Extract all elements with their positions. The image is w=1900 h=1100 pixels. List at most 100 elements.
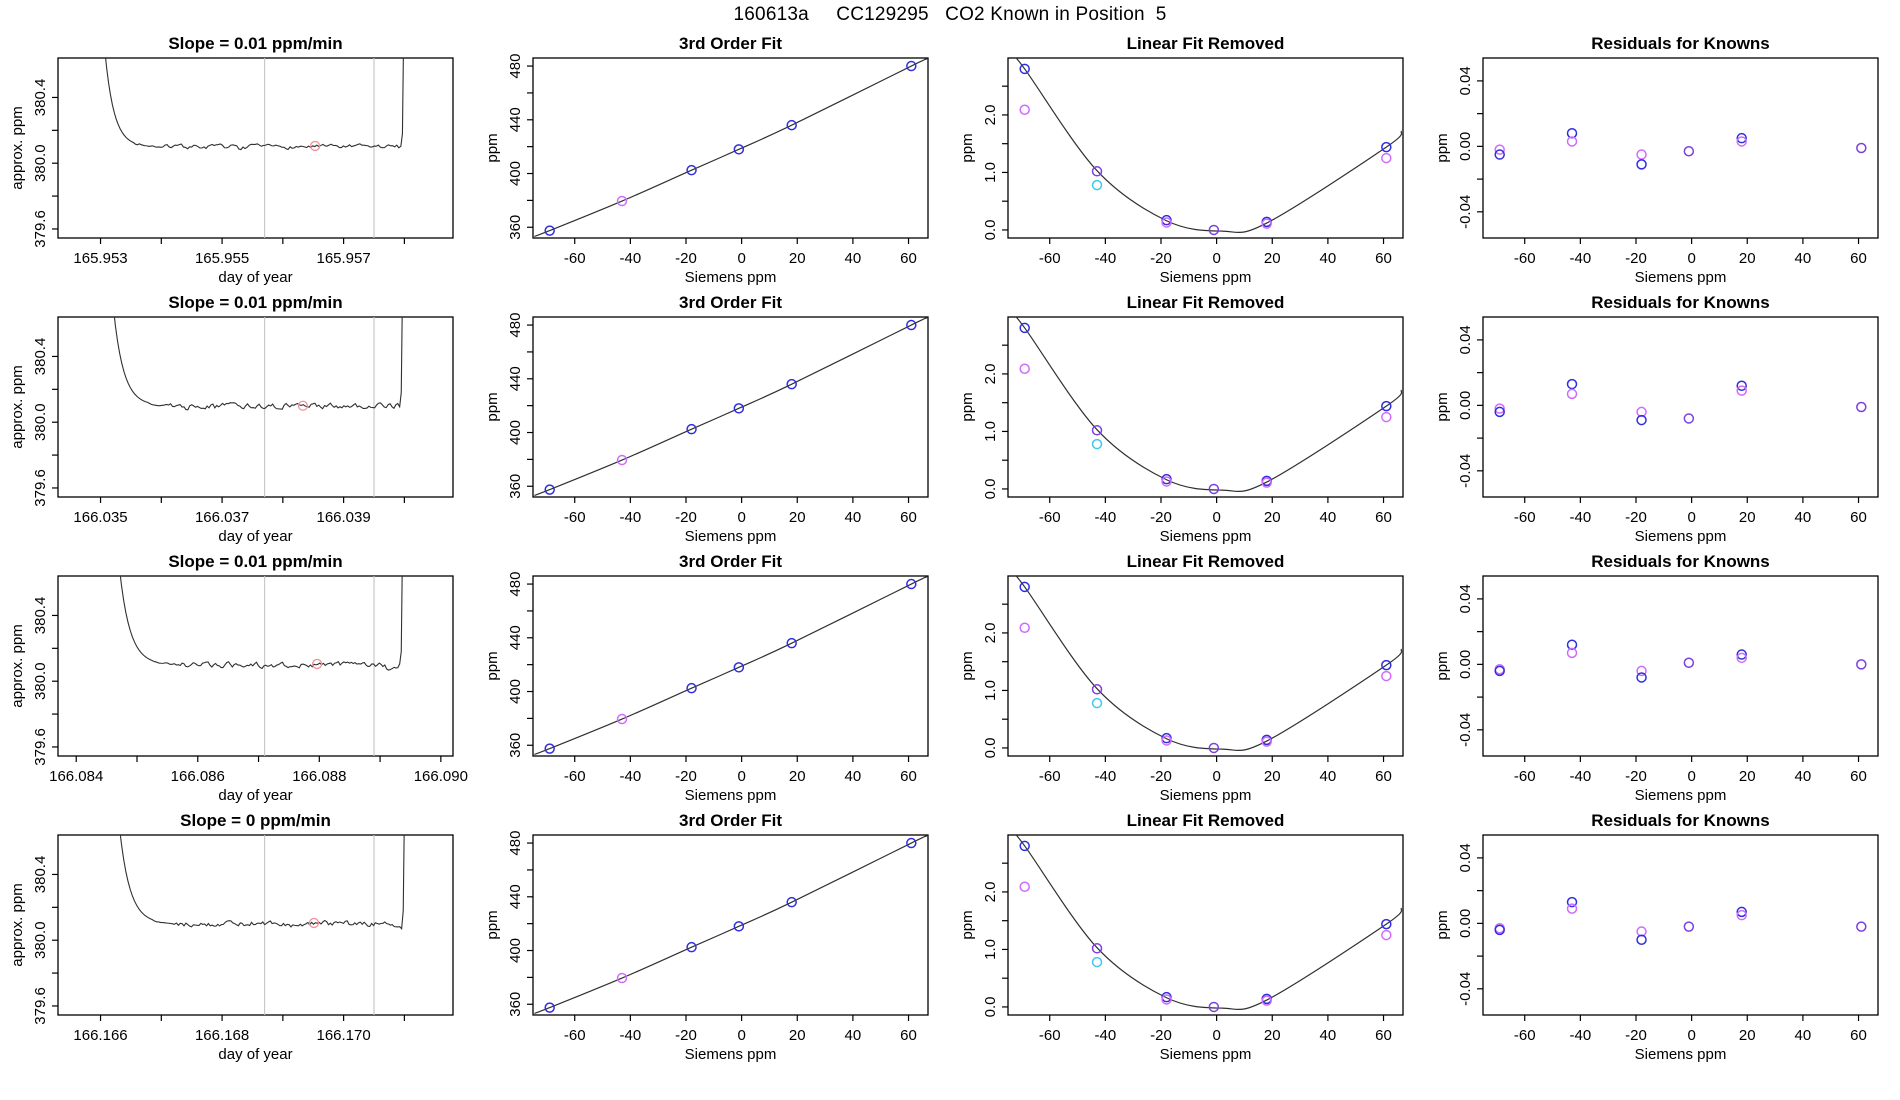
y-tick-label: 400 bbox=[507, 161, 524, 186]
x-tick-label: 40 bbox=[1795, 1027, 1812, 1044]
y-tick-label: 400 bbox=[507, 420, 524, 445]
data-point-violet bbox=[1019, 104, 1030, 116]
data-point-violet bbox=[1381, 670, 1392, 682]
sample-window-marker bbox=[311, 658, 323, 670]
x-tick-label: -40 bbox=[1095, 768, 1117, 785]
data-point-blue bbox=[1636, 414, 1647, 426]
panel-title: Slope = 0.01 ppm/min bbox=[168, 552, 342, 571]
panel-row3-col3: Linear Fit Removed -60 -40 -20 0 20 40 60 0.0 1.0… bbox=[959, 552, 1404, 804]
x-tick-label: 40 bbox=[1795, 250, 1812, 267]
data-point-blue bbox=[1494, 149, 1505, 160]
y-tick-label: 380.4 bbox=[32, 856, 49, 894]
y-tick-label: 480 bbox=[507, 572, 524, 597]
plot-content bbox=[105, 58, 404, 238]
x-tick-label: 20 bbox=[1264, 250, 1281, 267]
x-axis-label: Siemens ppm bbox=[1635, 787, 1727, 804]
x-axis-label: day of year bbox=[218, 269, 292, 286]
x-tick-label: 165.957 bbox=[316, 250, 370, 267]
x-tick-label: 20 bbox=[1264, 1027, 1281, 1044]
panel-row4-col3: Linear Fit Removed -60 -40 -20 0 20 40 60 0.0 1.0… bbox=[959, 811, 1404, 1063]
data-point-blue bbox=[1019, 840, 1030, 852]
x-tick-label: 40 bbox=[1320, 768, 1337, 785]
data-point-blue bbox=[1736, 380, 1747, 391]
fit-curve bbox=[1015, 835, 1403, 1011]
data-point-cyan bbox=[1091, 697, 1103, 709]
x-axis-label: Siemens ppm bbox=[1160, 787, 1252, 804]
x-tick-label: -60 bbox=[564, 768, 586, 785]
data-point-blue bbox=[1019, 63, 1030, 75]
axes bbox=[52, 834, 454, 1021]
co2-trace bbox=[119, 835, 405, 931]
panel-title: 3rd Order Fit bbox=[679, 293, 782, 312]
fit-curve bbox=[534, 576, 928, 755]
x-tick-label: -20 bbox=[1625, 250, 1647, 267]
x-tick-label: 166.170 bbox=[316, 1027, 370, 1044]
panel-row1-col1: Slope = 0.01 ppm/min 165.953 165.955 165.95… bbox=[9, 34, 454, 286]
y-tick-label: 380.0 bbox=[32, 144, 49, 182]
co2-trace bbox=[113, 317, 403, 411]
y-tick-label: 400 bbox=[507, 679, 524, 704]
x-tick-label: -20 bbox=[1150, 768, 1172, 785]
data-point-blue bbox=[1636, 934, 1647, 945]
y-tick-label: 380.4 bbox=[32, 79, 49, 117]
data-point-violet bbox=[1161, 217, 1172, 228]
x-tick-label: -40 bbox=[620, 1027, 642, 1044]
data-point-violet bbox=[1261, 736, 1272, 747]
x-tick-label: 0 bbox=[737, 1027, 745, 1044]
plot-content bbox=[1015, 576, 1403, 754]
data-point-blue bbox=[1494, 665, 1505, 677]
x-tick-label: -60 bbox=[1039, 509, 1061, 526]
data-point-blue bbox=[1636, 159, 1647, 170]
x-tick-label: -60 bbox=[1514, 1027, 1536, 1044]
y-axis-label: ppm bbox=[484, 651, 501, 680]
data-point-violet bbox=[1736, 385, 1747, 396]
data-point-violet bbox=[1736, 136, 1747, 147]
x-tick-label: -40 bbox=[1570, 509, 1592, 526]
plot-content bbox=[119, 835, 405, 1015]
y-tick-label: 380.0 bbox=[32, 403, 49, 441]
x-tick-label: -60 bbox=[1514, 250, 1536, 267]
x-tick-label: 0 bbox=[1212, 1027, 1220, 1044]
x-tick-label: 0 bbox=[1687, 250, 1695, 267]
data-point-violet bbox=[1019, 363, 1030, 375]
co2-trace bbox=[119, 576, 403, 671]
data-point-blue bbox=[1736, 132, 1747, 144]
y-tick-label: 0.04 bbox=[1457, 66, 1474, 95]
plot-content bbox=[534, 58, 928, 237]
data-point-blue bbox=[1566, 378, 1578, 390]
panel-row3-col2: 3rd Order Fit -60 -40 -20 0 20 40 60 360 400 440 48… bbox=[484, 552, 929, 804]
axes bbox=[1477, 316, 1879, 503]
plot-content bbox=[534, 317, 928, 496]
sample-window-marker bbox=[309, 140, 321, 152]
data-point-purple bbox=[1208, 742, 1220, 754]
x-axis-label: Siemens ppm bbox=[685, 787, 777, 804]
fit-curve bbox=[534, 58, 928, 237]
axes bbox=[52, 57, 454, 244]
x-tick-label: -60 bbox=[1039, 250, 1061, 267]
data-point-blue bbox=[733, 921, 745, 932]
data-point-violet bbox=[1636, 149, 1647, 160]
y-axis-label: approx. ppm bbox=[9, 883, 26, 966]
y-tick-label: 2.0 bbox=[982, 105, 999, 126]
y-tick-label: 440 bbox=[507, 884, 524, 909]
x-tick-label: 60 bbox=[1375, 509, 1392, 526]
plot-content bbox=[119, 576, 403, 756]
y-axis-label: ppm bbox=[484, 910, 501, 939]
y-tick-label: 0.0 bbox=[982, 220, 999, 241]
data-point-purple bbox=[1091, 166, 1103, 177]
data-point-violet bbox=[1161, 476, 1172, 487]
data-point-blue bbox=[1636, 672, 1647, 683]
x-tick-label: 60 bbox=[1375, 768, 1392, 785]
x-tick-label: 40 bbox=[1320, 1027, 1337, 1044]
data-point-violet bbox=[1161, 735, 1172, 746]
y-tick-label: 360 bbox=[507, 215, 524, 240]
x-tick-label: 166.166 bbox=[73, 1027, 127, 1044]
data-point-violet bbox=[1494, 403, 1505, 414]
x-axis-label: Siemens ppm bbox=[1160, 528, 1252, 545]
axes bbox=[1477, 57, 1879, 244]
x-tick-label: -20 bbox=[675, 768, 697, 785]
data-point-purple bbox=[1208, 224, 1220, 236]
x-tick-label: 40 bbox=[845, 1027, 862, 1044]
x-tick-label: 60 bbox=[1375, 1027, 1392, 1044]
y-tick-label: 2.0 bbox=[982, 623, 999, 644]
